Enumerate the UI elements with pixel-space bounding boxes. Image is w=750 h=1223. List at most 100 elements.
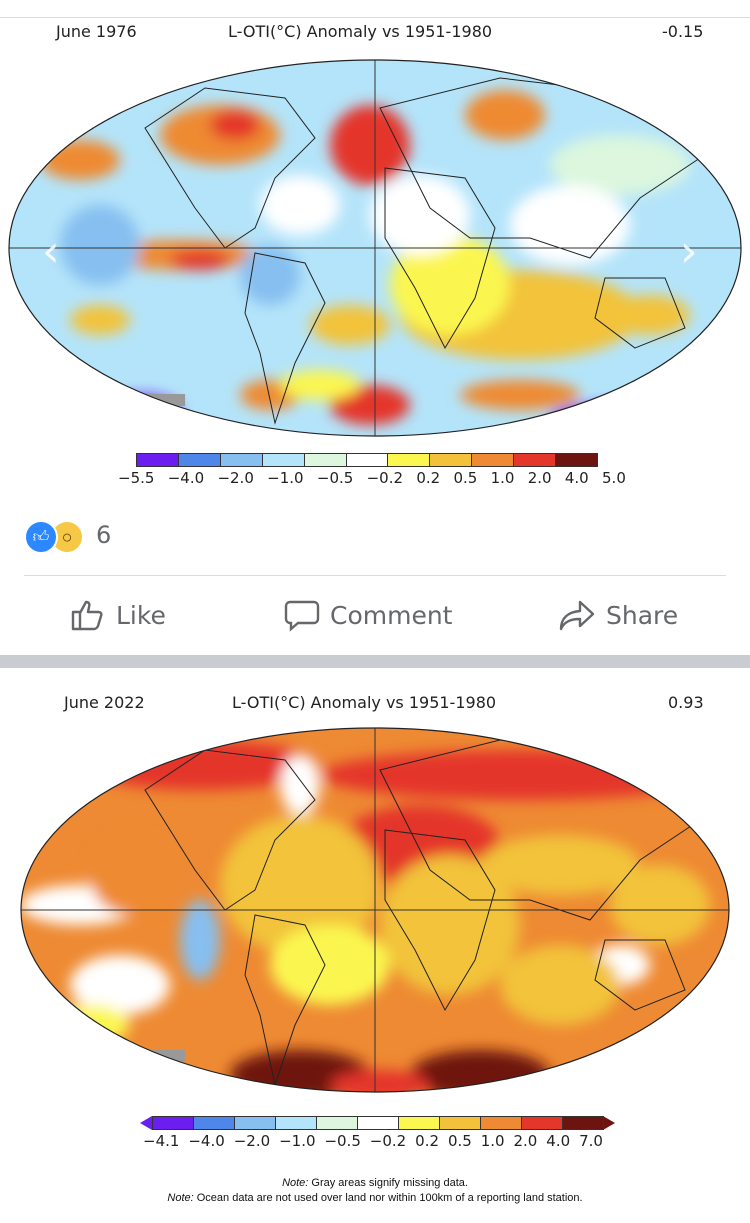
colorbar-swatch <box>430 454 473 466</box>
anomaly-region <box>330 1070 430 1092</box>
continent-outline <box>384 829 496 1012</box>
anomaly-region <box>310 305 390 345</box>
colorbar-tick-label: −0.5 <box>324 1132 361 1150</box>
like-label: Like <box>116 600 166 630</box>
continent-outline <box>594 277 686 349</box>
colorbar-swatch <box>235 1117 276 1129</box>
colorbar-swatch <box>556 454 597 466</box>
anomaly-region <box>465 90 545 140</box>
continent-outline <box>594 939 686 1011</box>
chevron-right-icon[interactable]: › <box>680 226 698 277</box>
note-label: Note: <box>167 1192 194 1204</box>
wow-icon[interactable]: ○ <box>50 520 84 554</box>
anomaly-region <box>330 105 410 185</box>
map2-colorbar-labels: −4.1 −4.0 −2.0 −1.0 −0.5 −0.2 0.2 0.5 1.0 2.0 4.0 7… <box>143 1132 603 1150</box>
continent-outline <box>244 914 326 1087</box>
thumbs-up-icon <box>71 600 103 631</box>
anomaly-region <box>210 110 260 140</box>
anomaly-region <box>320 750 720 800</box>
continent-outline <box>244 252 326 425</box>
continent-outline <box>384 167 496 350</box>
note-text: Ocean data are not used over land nor wi… <box>193 1192 583 1204</box>
colorbar-swatch <box>276 1117 317 1129</box>
anomaly-region <box>270 925 390 1005</box>
colorbar-swatch <box>262 454 305 466</box>
colorbar-tick-label: −5.5 <box>118 469 155 487</box>
colorbar-swatch <box>358 1117 399 1129</box>
colorbar-tick-label: 4.0 <box>546 1132 571 1150</box>
map1-title: L-OTI(°C) Anomaly vs 1951-1980 <box>228 22 493 41</box>
colorbar-tick-label: −2.0 <box>233 1132 271 1150</box>
anomaly-region <box>370 175 470 255</box>
colorbar-tick-label: −1.0 <box>267 469 304 487</box>
map1-colorbar-labels: −5.5 −4.0 −2.0 −1.0 −0.5 −0.2 0.2 0.5 1.0 2.0 4.0 5… <box>118 469 626 487</box>
anomaly-region <box>460 380 580 410</box>
anomaly-region <box>180 900 220 980</box>
colorbar-tick-label: 2.0 <box>513 1132 538 1150</box>
anomaly-region <box>70 305 130 335</box>
colorbar-swatch <box>346 454 389 466</box>
anomaly-region <box>280 755 320 815</box>
colorbar-swatch <box>137 454 179 466</box>
like-button[interactable]: Like <box>70 598 166 632</box>
note-text: Gray areas signify missing data. <box>308 1177 468 1189</box>
colorbar-swatch <box>304 454 347 466</box>
colorbar-swatch <box>153 1117 194 1129</box>
colorbar-tick-label: −4.0 <box>188 1132 225 1150</box>
anomaly-region <box>610 865 710 945</box>
anomaly-region <box>260 175 340 235</box>
colorbar-tick-label: 0.2 <box>415 1132 440 1150</box>
map2-colorbar-ends <box>140 1116 615 1130</box>
share-label: Share <box>606 600 679 630</box>
map1-anomaly-map[interactable] <box>0 55 750 445</box>
top-divider <box>0 17 750 18</box>
chevron-left-icon[interactable]: ‹ <box>42 226 60 277</box>
anomaly-region <box>170 250 230 270</box>
map2-date: June 2022 <box>64 693 145 712</box>
anomaly-region <box>510 185 630 265</box>
continent-outline <box>144 749 316 911</box>
map2-anomaly-map[interactable] <box>0 725 750 1095</box>
colorbar-swatch <box>399 1117 440 1129</box>
comment-button[interactable]: Comment <box>284 598 453 632</box>
anomaly-region <box>280 370 360 400</box>
colorbar-swatch <box>388 454 431 466</box>
anomaly-region <box>330 385 410 425</box>
colorbar-swatch <box>178 454 221 466</box>
colorbar-swatch <box>563 1117 603 1129</box>
colorbar-tick-label: −0.2 <box>369 1132 407 1150</box>
anomaly-region <box>550 135 690 195</box>
colorbar-tick-label: 1.0 <box>480 1132 505 1150</box>
map2-colorbar <box>152 1116 604 1130</box>
colorbar-swatch <box>514 454 557 466</box>
colorbar-swatch <box>472 454 515 466</box>
anomaly-region <box>380 855 520 995</box>
anomaly-region <box>50 1005 130 1045</box>
anomaly-region <box>500 945 620 1025</box>
colorbar-tick-label: 1.0 <box>490 469 515 487</box>
anomaly-region <box>60 205 140 285</box>
anomaly-region <box>610 295 690 335</box>
colorbar-tick-label: −0.2 <box>366 469 404 487</box>
anomaly-region <box>220 815 380 955</box>
like-icon[interactable]: 👍︎ <box>24 520 58 554</box>
colorbar-tick-label: 2.0 <box>527 469 552 487</box>
anomaly-region <box>240 245 300 305</box>
note-missing-data: Note: Gray areas signify missing data. <box>0 1177 750 1189</box>
divider <box>24 575 726 576</box>
map1-colorbar <box>136 453 598 467</box>
reaction-count[interactable]: 6 <box>96 521 112 549</box>
colorbar-swatch <box>317 1117 358 1129</box>
comment-label: Comment <box>330 600 453 630</box>
colorbar-tick-label: −4.1 <box>143 1132 180 1150</box>
colorbar-tick-label: 7.0 <box>579 1132 603 1150</box>
anomaly-region <box>390 235 510 335</box>
colorbar-swatch <box>522 1117 563 1129</box>
colorbar-tick-label: 5.0 <box>602 469 626 487</box>
colorbar-tick-label: −2.0 <box>217 469 254 487</box>
anomaly-region <box>90 835 170 915</box>
map2-title: L-OTI(°C) Anomaly vs 1951-1980 <box>232 693 497 712</box>
share-button[interactable]: Share <box>558 598 678 632</box>
continent-outline <box>144 87 316 249</box>
share-icon <box>559 600 595 631</box>
